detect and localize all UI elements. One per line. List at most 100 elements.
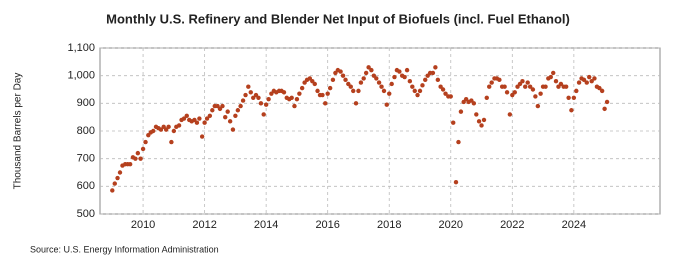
x-tick-label: 2010	[131, 219, 155, 231]
data-point	[497, 77, 502, 83]
data-point	[440, 87, 446, 92]
data-point	[592, 76, 597, 81]
data-point	[266, 96, 271, 102]
data-point	[458, 109, 464, 114]
data-point	[204, 116, 210, 121]
data-point	[407, 79, 413, 84]
data-point	[571, 95, 577, 101]
data-point	[230, 127, 236, 132]
data-point	[358, 80, 364, 85]
source-note: Source: U.S. Energy Information Administ…	[30, 244, 219, 254]
data-point	[110, 188, 115, 193]
data-point	[479, 123, 484, 128]
data-point	[602, 106, 607, 112]
data-point	[199, 134, 205, 139]
data-point	[343, 77, 348, 83]
data-point	[389, 81, 394, 87]
y-tick-label: 600	[77, 180, 95, 192]
data-point	[481, 117, 487, 123]
data-point	[115, 175, 120, 181]
data-point	[127, 162, 133, 167]
data-point	[566, 95, 571, 101]
data-point	[523, 84, 528, 89]
data-point	[376, 80, 382, 85]
data-point	[430, 70, 436, 76]
y-axis-label: Thousand Barrels per Day	[13, 73, 24, 190]
chart-title: Monthly U.S. Refinery and Blender Net In…	[106, 11, 570, 26]
plot-area	[99, 47, 661, 215]
x-tick-label: 2024	[562, 219, 586, 231]
data-point	[356, 88, 361, 94]
data-point	[597, 85, 602, 91]
data-point	[379, 84, 384, 89]
data-point	[138, 156, 143, 161]
data-point	[220, 103, 225, 109]
data-point	[535, 103, 541, 109]
data-point	[256, 95, 261, 101]
data-point	[576, 80, 582, 85]
data-point	[325, 91, 330, 96]
data-point	[363, 70, 369, 76]
data-point	[404, 67, 410, 73]
data-point	[581, 77, 587, 83]
data-point	[323, 101, 328, 106]
data-point	[263, 102, 269, 107]
data-point	[569, 108, 574, 113]
data-point	[202, 120, 207, 125]
data-point	[194, 120, 200, 125]
data-point	[397, 69, 402, 74]
data-point	[525, 80, 530, 85]
data-point	[420, 83, 425, 88]
data-point	[412, 88, 417, 94]
data-point	[261, 112, 266, 117]
data-point	[484, 95, 489, 101]
data-point	[361, 76, 366, 81]
data-point	[258, 101, 264, 106]
data-point	[297, 91, 302, 96]
data-point	[166, 124, 171, 130]
data-point	[351, 88, 356, 94]
data-point	[502, 84, 507, 89]
data-point	[251, 95, 256, 101]
data-point	[392, 74, 397, 80]
data-point	[181, 116, 187, 121]
data-point	[584, 80, 589, 85]
y-tick-label: 1,000	[67, 70, 95, 82]
data-point	[435, 77, 441, 83]
data-point	[443, 91, 448, 96]
x-tick-label: 2020	[439, 219, 463, 231]
x-tick-label: 2022	[500, 219, 524, 231]
data-point	[240, 98, 246, 103]
data-point	[410, 84, 415, 89]
data-point	[448, 94, 453, 99]
data-point	[527, 84, 533, 89]
data-point	[574, 88, 579, 94]
data-point	[133, 156, 138, 161]
data-point	[348, 84, 353, 89]
data-point	[476, 119, 482, 124]
data-point	[238, 103, 243, 109]
data-point	[225, 109, 230, 114]
data-point	[184, 113, 189, 118]
data-point	[330, 77, 336, 83]
data-point	[140, 146, 146, 152]
data-point	[558, 81, 564, 87]
data-point	[423, 77, 428, 83]
data-point	[553, 79, 559, 84]
data-point	[210, 108, 215, 113]
data-point	[315, 88, 320, 94]
y-tick-label: 500	[77, 208, 95, 220]
data-point	[604, 99, 610, 105]
data-point	[538, 91, 543, 96]
x-tick-label: 2014	[254, 219, 278, 231]
data-point	[151, 128, 156, 134]
data-point	[223, 114, 228, 120]
data-point	[599, 88, 605, 94]
x-tick-label: 2018	[377, 219, 401, 231]
data-point	[243, 92, 248, 98]
data-point	[512, 90, 517, 95]
x-tick-label: 2016	[315, 219, 339, 231]
data-point	[366, 65, 371, 70]
data-point	[289, 95, 294, 101]
